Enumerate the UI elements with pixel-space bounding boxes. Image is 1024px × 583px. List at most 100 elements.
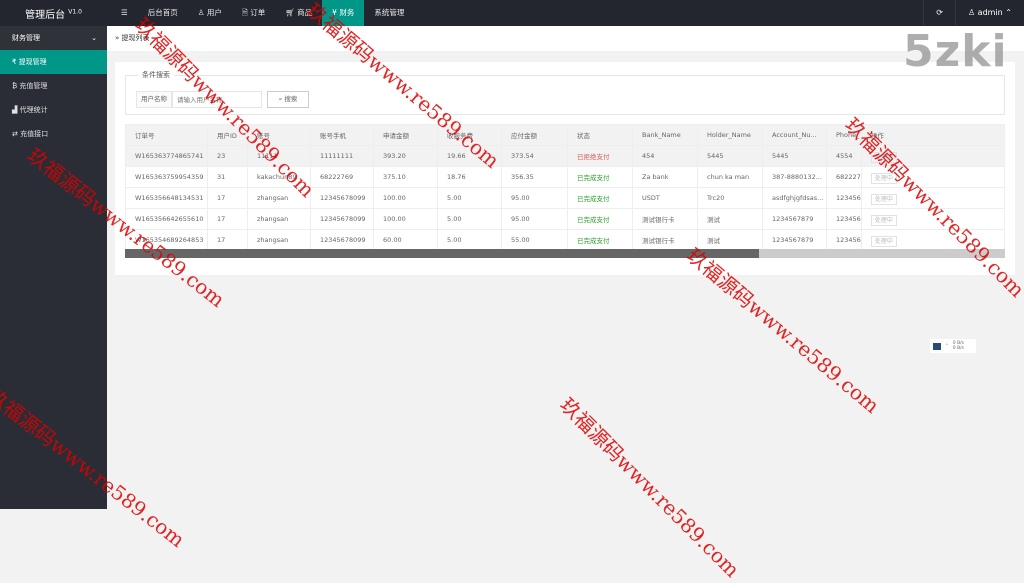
nav-system[interactable]: 系统管理 [374, 8, 405, 17]
search-legend: 条件搜索 [138, 70, 174, 80]
sidebar-item-recharge[interactable]: ₿ 充值管理 [12, 82, 48, 90]
table-cell: 12345678099 [310, 208, 374, 230]
user-menu[interactable]: ♙ admin ⌃ [954, 0, 1024, 26]
version: V1.0 [68, 8, 82, 16]
username-input[interactable] [172, 91, 262, 108]
yen-icon: ¥ [332, 8, 340, 17]
table-cell: 100.00 [373, 187, 438, 209]
action-cell: 处理中 [860, 229, 1006, 251]
table-cell: 已拒绝支付 [567, 145, 633, 167]
menu-toggle-hamburger-icon[interactable]: ☰ [121, 8, 128, 17]
username-label: 用户名称 [136, 91, 172, 108]
processing-button[interactable]: 处理中 [870, 214, 897, 226]
user-icon: ♙ [197, 8, 207, 17]
table-cell: 123456 [826, 208, 862, 230]
table-cell: 68222769 [310, 166, 374, 188]
table-row[interactable]: W165363759954359 31 kakachun89 68222769 375.… [125, 166, 1006, 188]
nav-home[interactable]: 后台首页 [147, 8, 178, 17]
rupee-icon: ₹ [12, 58, 19, 66]
breadcrumb: » 提现列表 [107, 26, 1024, 51]
exchange-icon: ⇄ [12, 130, 21, 138]
column-header: 用户ID [207, 124, 248, 146]
top-nav: ☰ 后台首页 ♙ 用户 🗎 订单 🛒︎ 商品 ¥ 财务 系统管理 [111, 0, 414, 26]
table-cell: 60.00 [373, 229, 438, 251]
table-cell: 18.76 [437, 166, 502, 188]
processing-button[interactable]: 处理中 [870, 151, 897, 163]
table-cell: 23 [207, 145, 248, 167]
cart-icon: 🛒︎ [285, 8, 298, 17]
table-cell: 11111111 [310, 145, 374, 167]
column-header: Holder_Name [697, 124, 763, 146]
user-icon: ♙ [967, 8, 978, 17]
bitcoin-icon: ₿ [12, 82, 20, 90]
table-cell: W165356648134531 [125, 187, 208, 209]
table-cell: W165363759954359 [125, 166, 208, 188]
table-cell: 5.00 [437, 208, 502, 230]
table-cell: 123456 [826, 187, 862, 209]
sidebar-item-recharge-api[interactable]: ⇄ 充值接口 [12, 130, 49, 138]
table-row[interactable]: W165354689264853 17 zhangsan 12345678099 60.… [125, 229, 1006, 251]
table-cell: kakachun89 [247, 166, 311, 188]
table-cell: Trc20 [697, 187, 763, 209]
processing-button[interactable]: 处理中 [870, 172, 897, 184]
refresh-icon[interactable]: ⟳ [923, 0, 955, 26]
table-cell: 12345678099 [310, 229, 374, 251]
table-cell: 测试 [697, 229, 763, 251]
app-logo[interactable]: 管理后台 V1.0 [25, 8, 82, 21]
table-cell: 11111 [247, 145, 311, 167]
processing-button[interactable]: 处理中 [870, 193, 897, 205]
table-cell: zhangsan [247, 208, 311, 230]
table-cell: chun ka man [697, 166, 763, 188]
table-cell: 123456 [826, 229, 862, 251]
scrollbar-thumb[interactable] [125, 249, 759, 258]
column-header: 状态 [567, 124, 633, 146]
chevron-down-icon: ⌄ [91, 34, 97, 42]
table-cell: 5445 [762, 145, 827, 167]
table-cell: 已完成支付 [567, 208, 633, 230]
search-icon: ⌕ [278, 95, 285, 103]
table-cell: USDT [632, 187, 698, 209]
search-button[interactable]: ⌕ 搜索 [267, 91, 309, 108]
table-row[interactable]: W165363774865741 23 11111 11111111 393.20 19.… [125, 145, 1006, 167]
table-row[interactable]: W165356642655610 17 zhangsan 12345678099 100… [125, 208, 1006, 230]
column-header: Account_Nu... [762, 124, 827, 146]
sidebar-item-withdraw[interactable]: ₹ 提现管理 [0, 50, 107, 74]
chevron-up-icon: ⌃ [1005, 8, 1012, 17]
column-header: Phone_ [826, 124, 862, 146]
table-cell: 测试银行卡 [632, 229, 698, 251]
nav-goods[interactable]: 🛒︎ 商品 [285, 8, 313, 17]
sidebar-group-finance[interactable]: 财务管理 ⌄ [0, 26, 107, 50]
table-cell: 31 [207, 166, 248, 188]
table-cell: asdfghjgfdsas... [762, 187, 827, 209]
column-header: 申请金额 [373, 124, 438, 146]
watermark-text: 玖福源码www.re589.com [555, 392, 745, 582]
column-header: 订单号 [125, 124, 208, 146]
table-header: 订单号 用户ID 账号 账号手机 申请金额 收服务费 应付金额 状态 Bank_Name Hold… [125, 124, 1006, 146]
nav-orders[interactable]: 🗎 订单 [241, 8, 266, 17]
nav-user[interactable]: ♙ 用户 [197, 8, 222, 17]
table-cell: 5.00 [437, 187, 502, 209]
table-cell: 已完成支付 [567, 187, 633, 209]
horizontal-scrollbar[interactable] [125, 249, 1005, 258]
sidebar: 财务管理 ⌄ ₹ 提现管理 ₿ 充值管理 ▟ 代理统计 ⇄ 充值接口 [0, 26, 107, 509]
processing-button[interactable]: 处理中 [870, 235, 897, 247]
action-cell: 处理中 [860, 208, 1006, 230]
table-cell: 682227 [826, 166, 862, 188]
document-icon: 🗎 [241, 8, 251, 17]
nav-finance[interactable]: ¥ 财务 [322, 0, 365, 26]
table-cell: 95.00 [501, 208, 568, 230]
top-bar: 管理后台 V1.0 ☰ 后台首页 ♙ 用户 🗎 订单 🛒︎ 商品 ¥ 财务 系统… [0, 0, 1024, 26]
table-cell: W165354689264853 [125, 229, 208, 251]
table-cell: 373.54 [501, 145, 568, 167]
table-cell: 12345678099 [310, 187, 374, 209]
table-cell: 17 [207, 229, 248, 251]
column-header: 账号 [247, 124, 311, 146]
network-speed-widget: ⌃ 0 B/s 0 B/s [930, 339, 976, 353]
sidebar-item-agent-stats[interactable]: ▟ 代理统计 [12, 106, 48, 114]
table-cell: 已完成支付 [567, 229, 633, 251]
table-cell: 356.35 [501, 166, 568, 188]
column-header: 操作 [860, 124, 1006, 146]
search-fieldset: 条件搜索 用户名称 ⌕ 搜索 [125, 70, 1005, 115]
table-row[interactable]: W165356648134531 17 zhangsan 12345678099 100… [125, 187, 1006, 209]
table-cell: 100.00 [373, 208, 438, 230]
